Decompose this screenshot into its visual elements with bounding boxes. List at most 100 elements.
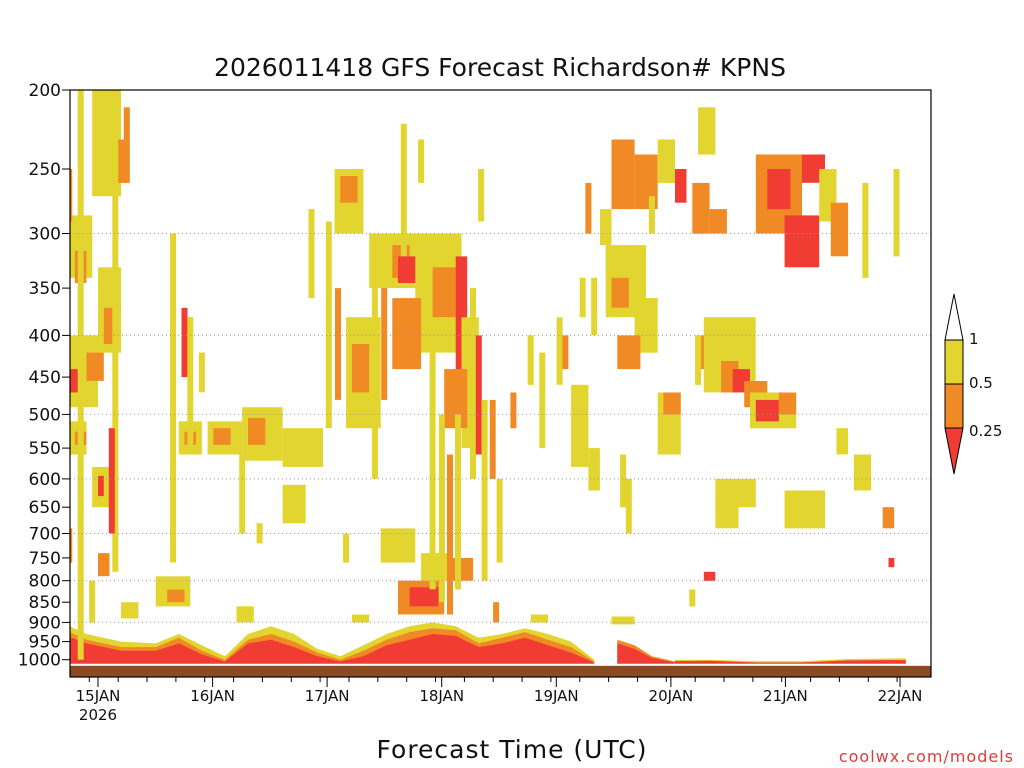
ground-layer bbox=[70, 663, 931, 677]
ri-streak bbox=[493, 602, 500, 623]
colorbar-bin bbox=[944, 383, 964, 429]
ri-streak bbox=[539, 352, 546, 449]
ri-streak bbox=[256, 523, 263, 544]
ri-streak bbox=[496, 478, 503, 563]
y-tick-label: 950 bbox=[29, 633, 61, 653]
ri-region bbox=[778, 392, 797, 415]
x-tick-label: 17JAN bbox=[305, 687, 350, 705]
ri-region bbox=[392, 298, 422, 370]
y-tick-label: 350 bbox=[29, 279, 61, 299]
ri-region bbox=[115, 139, 127, 183]
ri-streak bbox=[620, 454, 627, 508]
ri-streak bbox=[70, 528, 73, 563]
watermark: coolwx.com/models bbox=[839, 747, 1014, 766]
ri-streak bbox=[591, 277, 598, 336]
ri-region bbox=[888, 557, 895, 568]
ri-region bbox=[784, 215, 820, 268]
ri-region bbox=[634, 154, 658, 210]
ri-region bbox=[432, 267, 456, 318]
ri-region bbox=[600, 209, 612, 246]
ri-streak bbox=[343, 533, 350, 563]
ri-region bbox=[98, 475, 104, 497]
x-tick-label: 18JAN bbox=[419, 687, 464, 705]
ri-streak bbox=[625, 478, 632, 534]
ri-streak bbox=[187, 317, 194, 455]
ri-streak bbox=[325, 221, 332, 429]
ri-region bbox=[836, 428, 848, 455]
ri-region bbox=[853, 454, 872, 491]
ri-region bbox=[103, 307, 116, 345]
x-tick-label: 15JAN bbox=[76, 687, 121, 705]
plot-frame bbox=[69, 89, 932, 678]
ri-region bbox=[282, 484, 306, 524]
ri-region bbox=[657, 139, 675, 183]
ri-region bbox=[380, 528, 416, 563]
y-tick-label: 550 bbox=[29, 439, 61, 459]
ri-streak bbox=[527, 335, 534, 385]
ri-region bbox=[830, 202, 849, 257]
ri-region bbox=[709, 209, 727, 234]
ri-streak bbox=[893, 169, 900, 257]
y-tick-label: 200 bbox=[29, 81, 61, 101]
y-tick-label: 650 bbox=[29, 498, 61, 518]
ri-region bbox=[611, 616, 635, 625]
ri-streak bbox=[429, 352, 436, 590]
ri-region bbox=[167, 589, 185, 603]
y-tick-label: 600 bbox=[29, 470, 61, 490]
colorbar-under bbox=[944, 427, 964, 475]
y-tick-label: 750 bbox=[29, 549, 61, 569]
ri-streak bbox=[695, 335, 702, 385]
ri-streak bbox=[181, 307, 188, 378]
chart-title: 2026011418 GFS Forecast Richardson# KPNS bbox=[214, 53, 786, 82]
ri-streak bbox=[108, 428, 115, 534]
ri-region bbox=[698, 107, 716, 155]
ri-region bbox=[617, 335, 641, 370]
ri-streak bbox=[438, 414, 445, 603]
ri-region bbox=[351, 344, 370, 393]
ri-streak bbox=[123, 107, 130, 183]
ri-streak bbox=[447, 454, 453, 615]
ri-region bbox=[692, 182, 710, 234]
ri-region bbox=[455, 256, 468, 393]
colorbar-bin bbox=[944, 339, 964, 385]
ri-region bbox=[663, 392, 681, 415]
ri-region bbox=[755, 399, 779, 422]
y-tick-label: 250 bbox=[29, 160, 61, 180]
ri-region bbox=[588, 448, 600, 491]
x-tick-label: 16JAN bbox=[190, 687, 235, 705]
ri-region bbox=[611, 277, 629, 308]
y-tick-label: 400 bbox=[29, 326, 61, 346]
ri-streak bbox=[170, 233, 176, 563]
ri-streak bbox=[400, 123, 407, 257]
x-axis-label: Forecast Time (UTC) bbox=[377, 735, 648, 764]
ri-streak bbox=[648, 196, 655, 234]
ri-streak bbox=[862, 182, 869, 278]
colorbar-label: 0.25 bbox=[969, 422, 1002, 440]
x-tick-label: 20JAN bbox=[649, 687, 694, 705]
y-tick-label: 500 bbox=[29, 405, 61, 425]
y-tick-label: 800 bbox=[29, 572, 61, 592]
ri-streak bbox=[335, 288, 341, 400]
ri-region bbox=[70, 369, 81, 393]
ri-region bbox=[351, 614, 370, 623]
ground-surface bbox=[70, 665, 931, 677]
x-tick-label: 21JAN bbox=[763, 687, 808, 705]
colorbar-label: 0.5 bbox=[969, 374, 993, 392]
x-axis-sublabel: 2026 bbox=[79, 706, 117, 724]
ri-streak bbox=[371, 233, 378, 479]
colorbar: 1 0.5 0.25 bbox=[944, 293, 1002, 475]
ri-streak bbox=[579, 277, 586, 318]
ri-region bbox=[611, 139, 635, 210]
ri-streak bbox=[239, 454, 246, 534]
ri-streak bbox=[308, 209, 315, 299]
ri-region bbox=[98, 553, 110, 577]
ri-region bbox=[767, 169, 791, 210]
y-tick-label: 700 bbox=[29, 525, 61, 545]
plot-area bbox=[70, 90, 931, 677]
x-tick-label: 19JAN bbox=[534, 687, 579, 705]
ri-streak bbox=[77, 90, 84, 660]
ri-region bbox=[213, 428, 231, 445]
ri-band bbox=[70, 634, 595, 666]
